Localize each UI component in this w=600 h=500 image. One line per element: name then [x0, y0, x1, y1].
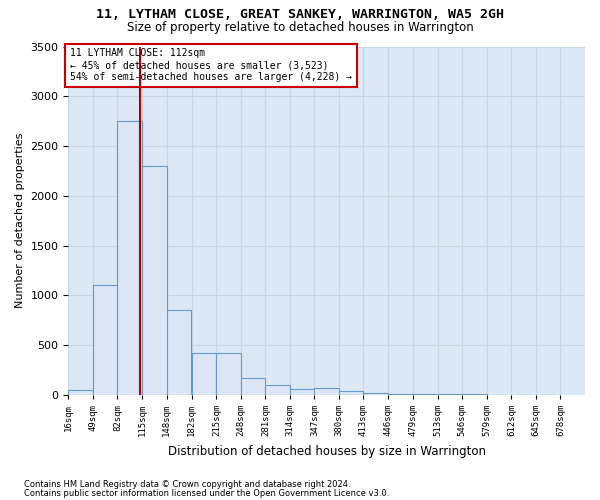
Bar: [192, 353, 217, 395]
Bar: [265, 385, 290, 395]
Text: 11 LYTHAM CLOSE: 112sqm
← 45% of detached houses are smaller (3,523)
54% of semi: 11 LYTHAM CLOSE: 112sqm ← 45% of detache…: [70, 48, 352, 82]
Bar: [118, 121, 142, 395]
Text: 11, LYTHAM CLOSE, GREAT SANKEY, WARRINGTON, WA5 2GH: 11, LYTHAM CLOSE, GREAT SANKEY, WARRINGT…: [96, 8, 504, 20]
Y-axis label: Number of detached properties: Number of detached properties: [15, 133, 25, 308]
Bar: [290, 390, 314, 395]
Bar: [339, 391, 364, 395]
Bar: [68, 390, 93, 395]
Text: Contains HM Land Registry data © Crown copyright and database right 2024.: Contains HM Land Registry data © Crown c…: [24, 480, 350, 489]
Bar: [388, 394, 413, 395]
Bar: [167, 310, 191, 395]
Bar: [142, 166, 167, 395]
Bar: [364, 393, 388, 395]
Bar: [314, 388, 339, 395]
Bar: [217, 353, 241, 395]
X-axis label: Distribution of detached houses by size in Warrington: Distribution of detached houses by size …: [168, 444, 486, 458]
Text: Contains public sector information licensed under the Open Government Licence v3: Contains public sector information licen…: [24, 488, 389, 498]
Text: Size of property relative to detached houses in Warrington: Size of property relative to detached ho…: [127, 21, 473, 34]
Bar: [241, 378, 265, 395]
Bar: [93, 286, 118, 395]
